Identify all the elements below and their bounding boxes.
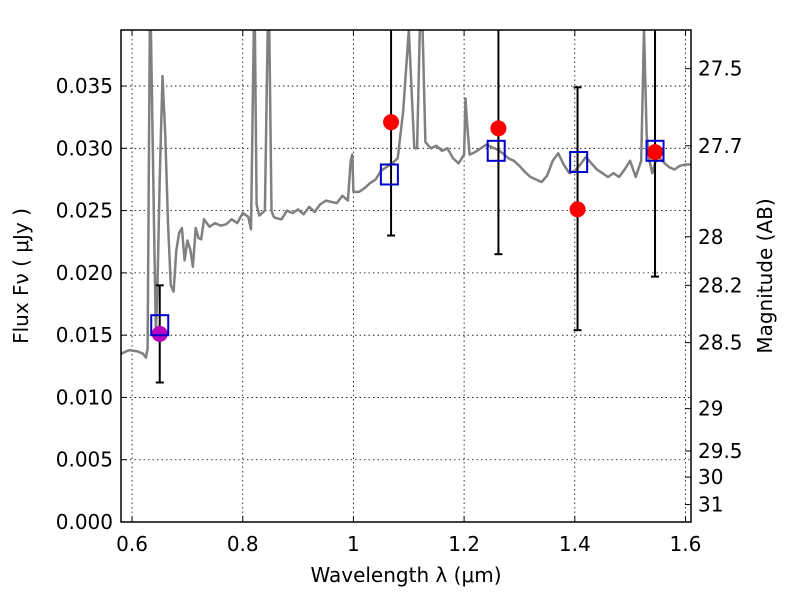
y-tick-label: 0.000 xyxy=(56,510,113,534)
observed-point xyxy=(151,325,168,342)
y-tick-label: 0.025 xyxy=(56,199,113,223)
x-tick-label: 1.2 xyxy=(448,532,480,556)
model-point xyxy=(379,163,399,186)
right-tick-label: 31 xyxy=(698,493,723,517)
observed-point xyxy=(569,201,586,218)
observed-point xyxy=(647,144,664,161)
y-tick-label: 0.035 xyxy=(56,74,113,98)
model-point xyxy=(569,151,589,174)
x-tick-label: 0.8 xyxy=(227,532,259,556)
y-tick-label: 0.005 xyxy=(56,448,113,472)
right-tick-label: 28.2 xyxy=(698,273,743,297)
y-tick-label: 0.010 xyxy=(56,385,113,409)
right-tick-label: 29 xyxy=(698,397,723,421)
plot-content xyxy=(121,30,691,384)
plot-frame xyxy=(120,29,692,523)
right-tick-label: 29.5 xyxy=(698,439,743,463)
right-tick-label: 27.7 xyxy=(698,134,743,158)
x-tick-label: 1.6 xyxy=(670,532,702,556)
right-axis-label: Magnitude (AB) xyxy=(753,198,777,353)
right-tick-label: 28.5 xyxy=(698,331,743,355)
y-tick-label: 0.030 xyxy=(56,136,113,160)
right-tick-label: 28 xyxy=(698,225,723,249)
model-point xyxy=(645,139,665,162)
observed-point xyxy=(383,114,400,131)
x-tick-label: 1.4 xyxy=(559,532,591,556)
model-point xyxy=(150,314,170,337)
model-point xyxy=(486,139,506,162)
right-tick-label: 27.5 xyxy=(698,57,743,81)
observed-point xyxy=(490,120,507,137)
y-axis-label: Flux Fν ( μJy ) xyxy=(9,208,33,344)
x-tick-label: 0.6 xyxy=(116,532,148,556)
x-tick-label: 1 xyxy=(347,532,360,556)
y-tick-label: 0.020 xyxy=(56,261,113,285)
x-axis-label: Wavelength λ (μm) xyxy=(310,563,501,587)
axes: 0.6 0.8 1 1.2 1.4 1.6 0.000 0.005 0.010 0.015 0.02… xyxy=(56,30,743,556)
right-tick-label: 30 xyxy=(698,465,723,489)
y-tick-label: 0.015 xyxy=(56,323,113,347)
